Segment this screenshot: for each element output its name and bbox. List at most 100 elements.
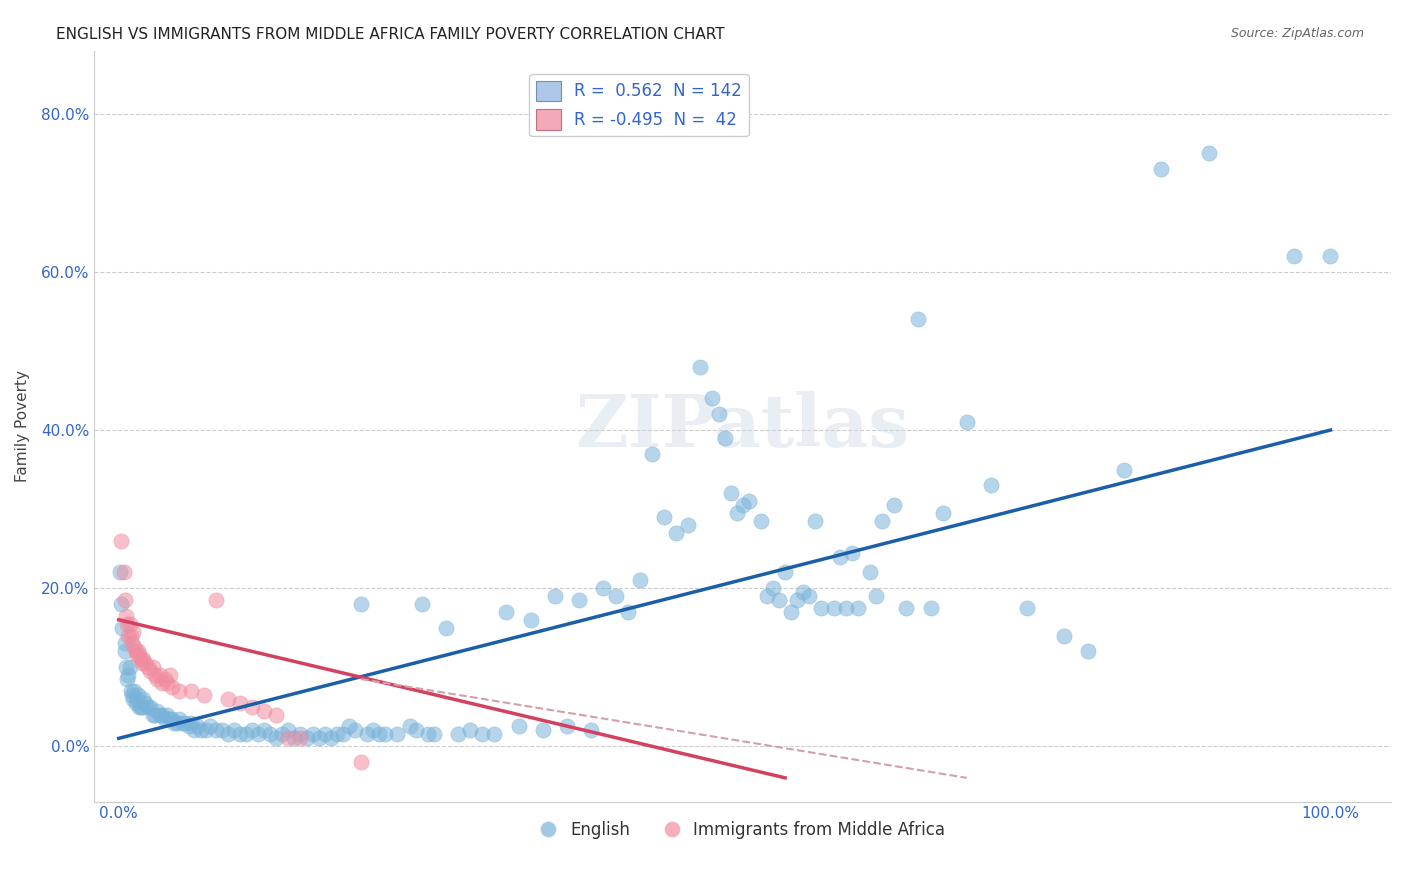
- Point: [247, 727, 270, 741]
- Point: [416, 727, 439, 741]
- Point: [780, 605, 803, 619]
- Point: [605, 589, 627, 603]
- Point: [156, 676, 179, 690]
- Point: [495, 605, 517, 619]
- Point: [124, 644, 146, 658]
- Point: [731, 498, 754, 512]
- Point: [350, 597, 373, 611]
- Point: [1319, 249, 1341, 263]
- Point: [277, 723, 299, 738]
- Point: [773, 566, 796, 580]
- Point: [799, 589, 821, 603]
- Point: [841, 545, 863, 559]
- Point: [180, 715, 202, 730]
- Point: [124, 640, 146, 655]
- Point: [544, 589, 567, 603]
- Point: [190, 723, 212, 738]
- Point: [131, 699, 153, 714]
- Point: [368, 727, 391, 741]
- Point: [235, 727, 257, 741]
- Point: [153, 672, 176, 686]
- Point: [177, 719, 200, 733]
- Point: [1198, 146, 1220, 161]
- Point: [222, 723, 245, 738]
- Point: [163, 715, 186, 730]
- Point: [136, 660, 159, 674]
- Point: [762, 581, 785, 595]
- Point: [217, 691, 239, 706]
- Point: [193, 688, 215, 702]
- Point: [114, 644, 136, 658]
- Point: [846, 601, 869, 615]
- Point: [150, 676, 173, 690]
- Point: [422, 727, 444, 741]
- Point: [136, 699, 159, 714]
- Point: [411, 597, 433, 611]
- Point: [132, 652, 155, 666]
- Point: [108, 566, 131, 580]
- Point: [121, 636, 143, 650]
- Point: [127, 688, 149, 702]
- Point: [142, 660, 165, 674]
- Point: [143, 668, 166, 682]
- Text: Source: ZipAtlas.com: Source: ZipAtlas.com: [1230, 27, 1364, 40]
- Point: [110, 597, 132, 611]
- Point: [204, 723, 226, 738]
- Point: [110, 533, 132, 548]
- Point: [665, 525, 688, 540]
- Point: [229, 727, 252, 741]
- Point: [828, 549, 851, 564]
- Point: [1150, 162, 1173, 177]
- Point: [169, 712, 191, 726]
- Point: [229, 696, 252, 710]
- Point: [259, 727, 281, 741]
- Point: [132, 691, 155, 706]
- Point: [134, 657, 156, 671]
- Point: [471, 727, 494, 741]
- Point: [835, 601, 858, 615]
- Point: [264, 731, 287, 746]
- Point: [755, 589, 778, 603]
- Point: [810, 601, 832, 615]
- Point: [508, 719, 530, 733]
- Point: [174, 715, 197, 730]
- Point: [883, 498, 905, 512]
- Y-axis label: Family Poverty: Family Poverty: [15, 370, 30, 483]
- Point: [689, 359, 711, 374]
- Point: [125, 691, 148, 706]
- Point: [641, 447, 664, 461]
- Point: [361, 723, 384, 738]
- Point: [387, 727, 409, 741]
- Point: [725, 506, 748, 520]
- Point: [374, 727, 396, 741]
- Point: [160, 712, 183, 726]
- Point: [314, 727, 336, 741]
- Point: [1017, 601, 1039, 615]
- Point: [356, 727, 378, 741]
- Point: [738, 494, 761, 508]
- Point: [115, 616, 138, 631]
- Point: [350, 755, 373, 769]
- Point: [332, 727, 354, 741]
- Point: [186, 719, 208, 733]
- Point: [301, 727, 323, 741]
- Point: [139, 699, 162, 714]
- Point: [707, 407, 730, 421]
- Point: [134, 696, 156, 710]
- Point: [204, 593, 226, 607]
- Point: [458, 723, 481, 738]
- Point: [114, 636, 136, 650]
- Point: [896, 601, 918, 615]
- Point: [264, 707, 287, 722]
- Legend: English, Immigrants from Middle Africa: English, Immigrants from Middle Africa: [533, 814, 952, 846]
- Point: [149, 707, 172, 722]
- Point: [160, 680, 183, 694]
- Point: [139, 664, 162, 678]
- Point: [118, 616, 141, 631]
- Point: [1053, 629, 1076, 643]
- Point: [277, 731, 299, 746]
- Point: [149, 668, 172, 682]
- Point: [143, 707, 166, 722]
- Point: [713, 431, 735, 445]
- Point: [290, 731, 312, 746]
